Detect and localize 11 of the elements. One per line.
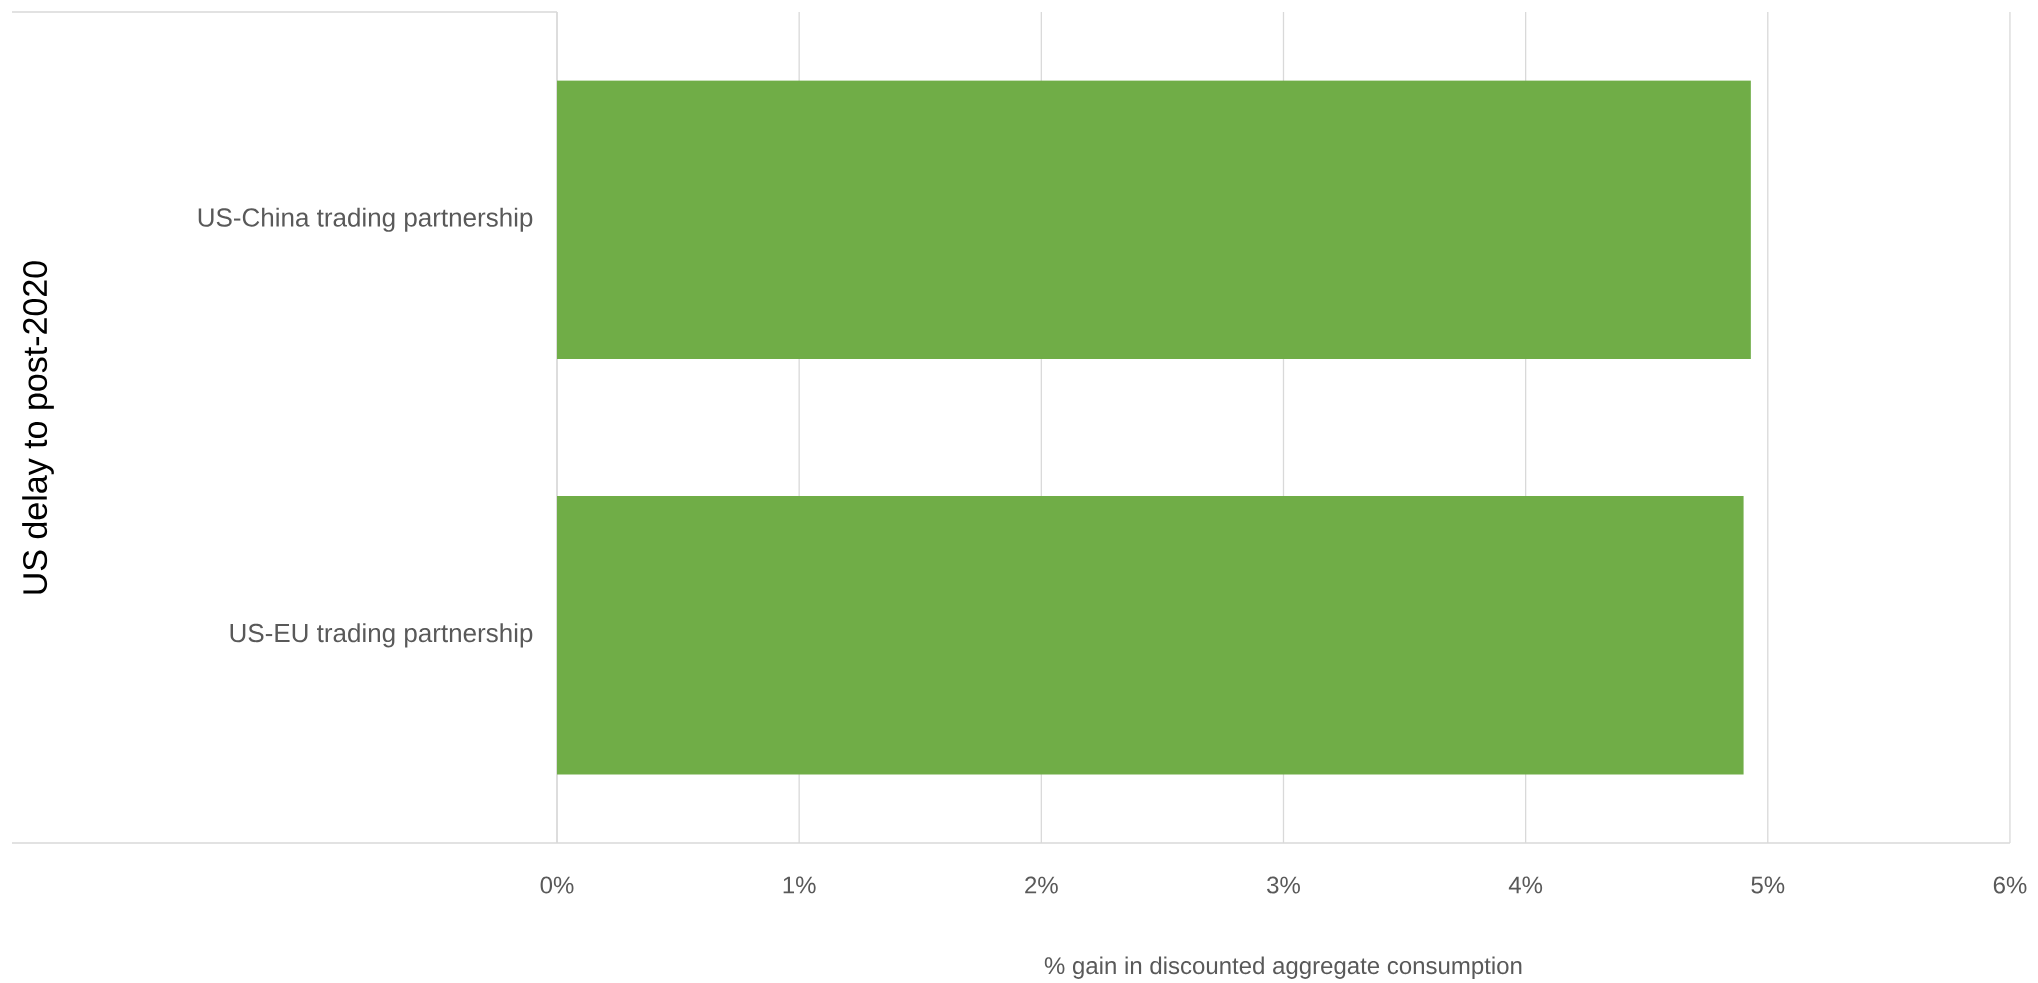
y-axis-title: US delay to post-2020 — [22, 261, 54, 594]
x-tick-label: 2% — [1025, 876, 1058, 894]
y-tick-label: US-China trading partnership — [198, 207, 533, 232]
x-tick-label: 0% — [540, 876, 574, 894]
x-tick-label: 5% — [1751, 876, 1785, 894]
y-tick-label: US-EU trading partnership — [230, 623, 533, 648]
x-tick-label: 6% — [1993, 876, 2027, 894]
x-tick-label: 1% — [783, 876, 816, 894]
x-tick-label: 4% — [1508, 876, 1543, 894]
x-axis-title: % gain in discounted aggregate consumption — [1044, 956, 1522, 979]
x-tick-label: 3% — [1267, 876, 1300, 894]
